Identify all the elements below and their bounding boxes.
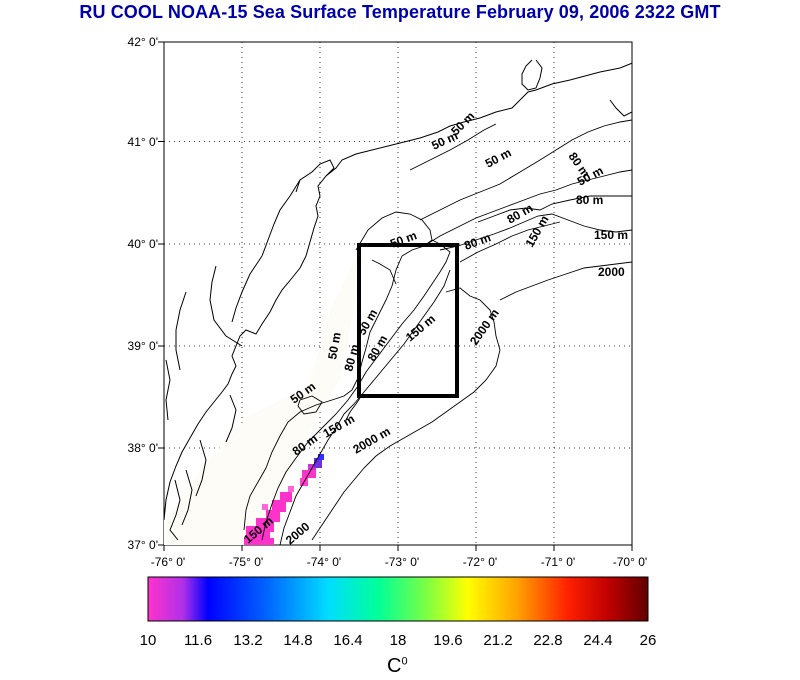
unit-base: C [387, 655, 402, 677]
colorbar-unit: C0 [387, 655, 408, 678]
longitude-labels: -76° 0' -75° 0' -74° 0' -73° 0' -72° 0' … [151, 555, 647, 569]
study-area-box [357, 243, 459, 398]
colorbar-tick-label: 14.8 [283, 632, 313, 649]
colorbar-tick-label: 22.8 [533, 632, 563, 649]
colorbar-tick-label: 24.4 [583, 632, 613, 649]
lon-label: -72° 0' [463, 555, 497, 569]
lon-label: -74° 0' [307, 555, 341, 569]
lon-label: -73° 0' [385, 555, 419, 569]
map-title: RU COOL NOAA-15 Sea Surface Temperature … [79, 2, 721, 22]
lat-label: 38° 0' [128, 441, 158, 455]
lon-label: -76° 0' [151, 555, 185, 569]
colorbar-tick-label: 11.6 [183, 632, 213, 649]
coastline [164, 59, 632, 541]
colorbar-tick-label: 19.6 [433, 632, 463, 649]
colorbar-tick-label: 18 [389, 632, 407, 649]
lat-label: 41° 0' [128, 135, 158, 149]
lat-label: 39° 0' [128, 339, 158, 353]
contour-label: 80 m [576, 193, 603, 207]
colorbar [147, 576, 649, 622]
contour-label: 2000 [598, 265, 625, 279]
lat-label: 40° 0' [128, 237, 158, 251]
lon-label: -71° 0' [541, 555, 575, 569]
grid [164, 42, 632, 545]
unit-superscript: 0 [401, 655, 408, 668]
colorbar-tick-label: 10 [139, 632, 157, 649]
sst-cold-pixels [244, 454, 324, 545]
bathymetry-contours [243, 119, 632, 545]
contour-label: 50 m [325, 331, 344, 360]
latitude-labels: 42° 0' 41° 0' 40° 0' 39° 0' 38° 0' 37° 0… [128, 35, 158, 552]
colorbar-tick-label: 16.4 [333, 632, 363, 649]
lon-label: -70° 0' [613, 555, 647, 569]
contour-label: 80 m [341, 343, 362, 373]
lat-label: 37° 0' [128, 538, 158, 552]
colorbar-tick-label: 26 [639, 632, 657, 649]
colorbar-tick-label: 13.2 [233, 632, 263, 649]
lat-label: 42° 0' [128, 35, 158, 49]
lon-label: -75° 0' [229, 555, 263, 569]
sst-data-region [164, 244, 363, 545]
colorbar-tick-label: 21.2 [483, 632, 513, 649]
axis-ticks [158, 41, 633, 551]
contour-label: 150 m [594, 228, 628, 242]
